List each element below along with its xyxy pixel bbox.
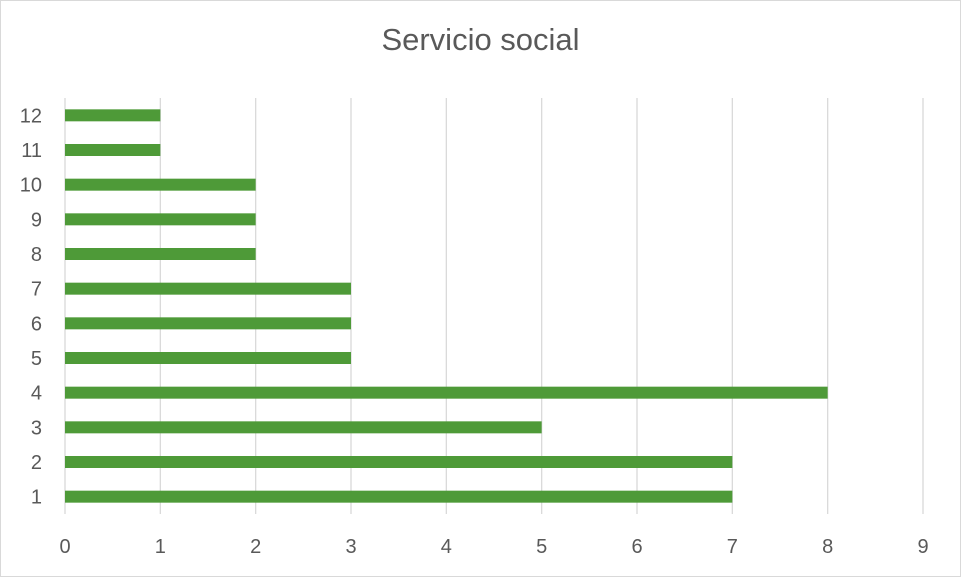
y-tick-label: 3: [31, 417, 42, 439]
y-tick-label: 2: [31, 452, 42, 474]
bar-5: [65, 352, 351, 364]
y-tick-label: 1: [31, 487, 42, 509]
x-tick-label: 0: [59, 536, 70, 558]
bar-4: [65, 386, 828, 399]
bar-1: [65, 490, 733, 503]
bar-6: [65, 317, 351, 330]
y-tick-label: 7: [31, 279, 42, 301]
x-tick-label: 6: [631, 536, 642, 558]
y-tick-label: 4: [31, 383, 42, 405]
x-tick-label: 2: [250, 536, 261, 558]
y-tick-label: 11: [21, 140, 42, 162]
bars: [65, 109, 828, 503]
bar-12: [65, 109, 161, 122]
y-tick-label: 10: [20, 175, 42, 197]
bar-8: [65, 248, 256, 260]
y-tick-label: 9: [31, 209, 42, 231]
bar-10: [65, 178, 256, 191]
x-tick-label: 1: [155, 536, 166, 558]
x-tick-label: 9: [917, 536, 928, 558]
chart-title: Servicio social: [381, 22, 580, 57]
bar-9: [65, 213, 256, 226]
x-tick-label: 5: [536, 536, 547, 558]
bar-2: [65, 456, 733, 468]
bar-11: [65, 144, 161, 156]
y-tick-label: 8: [31, 244, 42, 266]
bar-7: [65, 282, 351, 295]
x-tick-label: 4: [441, 536, 452, 558]
y-tick-label: 12: [20, 105, 42, 127]
x-axis-ticks: 0 1 2 3 4 5 6 7 8 9: [59, 536, 928, 558]
x-tick-label: 8: [822, 536, 833, 558]
x-tick-label: 3: [345, 536, 356, 558]
x-tick-label: 7: [727, 536, 738, 558]
gridlines: [64, 98, 924, 514]
bar-3: [65, 421, 542, 434]
y-tick-label: 6: [31, 313, 42, 335]
y-tick-label: 5: [31, 348, 42, 370]
